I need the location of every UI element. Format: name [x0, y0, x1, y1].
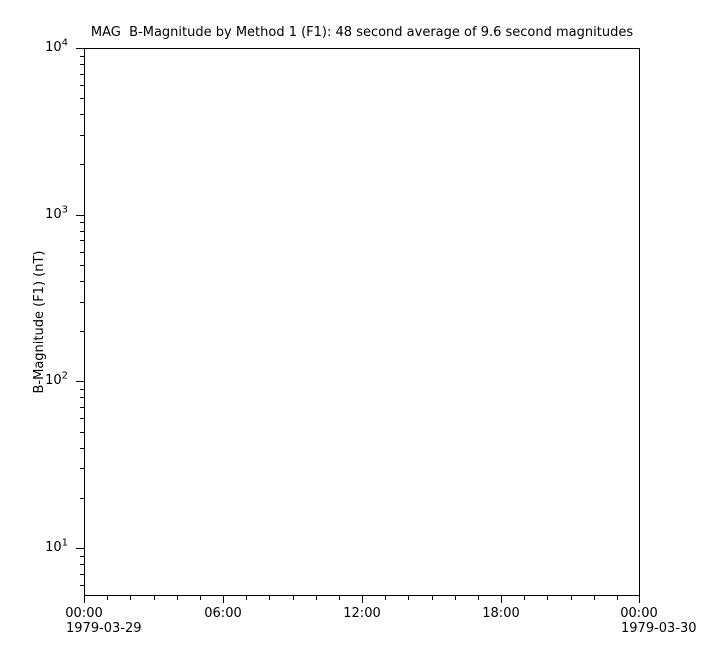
x-axis-date-start: 1979-03-29: [66, 621, 142, 636]
x-minor-tick: [339, 596, 340, 600]
y-tick-base: 10: [45, 40, 62, 55]
x-major-tick: [501, 596, 502, 603]
y-minor-tick: [80, 468, 84, 469]
y-tick-exponent: 4: [61, 37, 68, 49]
y-major-tick: [76, 548, 84, 549]
y-minor-tick: [80, 222, 84, 223]
x-minor-tick: [432, 596, 433, 600]
x-tick-label: 18:00: [482, 606, 520, 621]
y-major-tick: [76, 48, 84, 49]
y-minor-tick: [80, 114, 84, 115]
x-minor-tick: [617, 596, 618, 600]
x-major-tick: [84, 596, 85, 603]
y-major-tick: [76, 215, 84, 216]
x-minor-tick: [478, 596, 479, 600]
y-minor-tick: [80, 252, 84, 253]
y-minor-tick: [80, 432, 84, 433]
y-tick-label: 102: [14, 371, 68, 391]
y-minor-tick: [80, 302, 84, 303]
y-minor-tick: [80, 498, 84, 499]
x-tick-label: 00:00: [65, 606, 103, 621]
y-tick-base: 10: [45, 207, 62, 222]
x-minor-tick: [130, 596, 131, 600]
y-minor-tick: [80, 397, 84, 398]
x-minor-tick: [269, 596, 270, 600]
x-minor-tick: [408, 596, 409, 600]
y-minor-tick: [80, 85, 84, 86]
x-minor-tick: [200, 596, 201, 600]
x-tick-label: 00:00: [620, 606, 658, 621]
x-major-tick: [362, 596, 363, 603]
x-minor-tick: [177, 596, 178, 600]
y-minor-tick: [80, 281, 84, 282]
x-minor-tick: [455, 596, 456, 600]
y-minor-tick: [80, 407, 84, 408]
x-minor-tick: [316, 596, 317, 600]
y-minor-tick: [80, 585, 84, 586]
x-major-tick: [223, 596, 224, 603]
y-tick-exponent: 1: [61, 537, 68, 549]
chart-title: MAG B-Magnitude by Method 1 (F1): 48 sec…: [90, 25, 634, 40]
y-minor-tick: [80, 231, 84, 232]
plot-area: [84, 48, 640, 596]
y-tick-base: 10: [45, 540, 62, 555]
y-tick-label: 101: [14, 538, 68, 558]
y-minor-tick: [80, 164, 84, 165]
y-minor-tick: [80, 389, 84, 390]
y-minor-tick: [80, 265, 84, 266]
x-tick-label: 12:00: [343, 606, 381, 621]
x-tick-label: 06:00: [204, 606, 242, 621]
y-major-tick: [76, 381, 84, 382]
y-minor-tick: [80, 331, 84, 332]
x-minor-tick: [107, 596, 108, 600]
y-minor-tick: [80, 64, 84, 65]
y-tick-base: 10: [45, 373, 62, 388]
x-minor-tick: [154, 596, 155, 600]
y-tick-exponent: 2: [61, 370, 68, 382]
y-tick-label: 104: [14, 38, 68, 58]
x-minor-tick: [547, 596, 548, 600]
x-major-tick: [639, 596, 640, 603]
x-minor-tick: [524, 596, 525, 600]
y-minor-tick: [80, 448, 84, 449]
x-minor-tick: [571, 596, 572, 600]
y-minor-tick: [80, 574, 84, 575]
y-minor-tick: [80, 556, 84, 557]
y-tick-label: 103: [14, 205, 68, 225]
x-minor-tick: [385, 596, 386, 600]
x-axis-date-end: 1979-03-30: [621, 621, 697, 636]
y-minor-tick: [80, 135, 84, 136]
x-minor-tick: [293, 596, 294, 600]
y-minor-tick: [80, 74, 84, 75]
x-minor-tick: [594, 596, 595, 600]
x-minor-tick: [246, 596, 247, 600]
y-minor-tick: [80, 98, 84, 99]
y-minor-tick: [80, 240, 84, 241]
y-minor-tick: [80, 56, 84, 57]
y-minor-tick: [80, 418, 84, 419]
y-minor-tick: [80, 564, 84, 565]
y-tick-exponent: 3: [61, 204, 68, 216]
